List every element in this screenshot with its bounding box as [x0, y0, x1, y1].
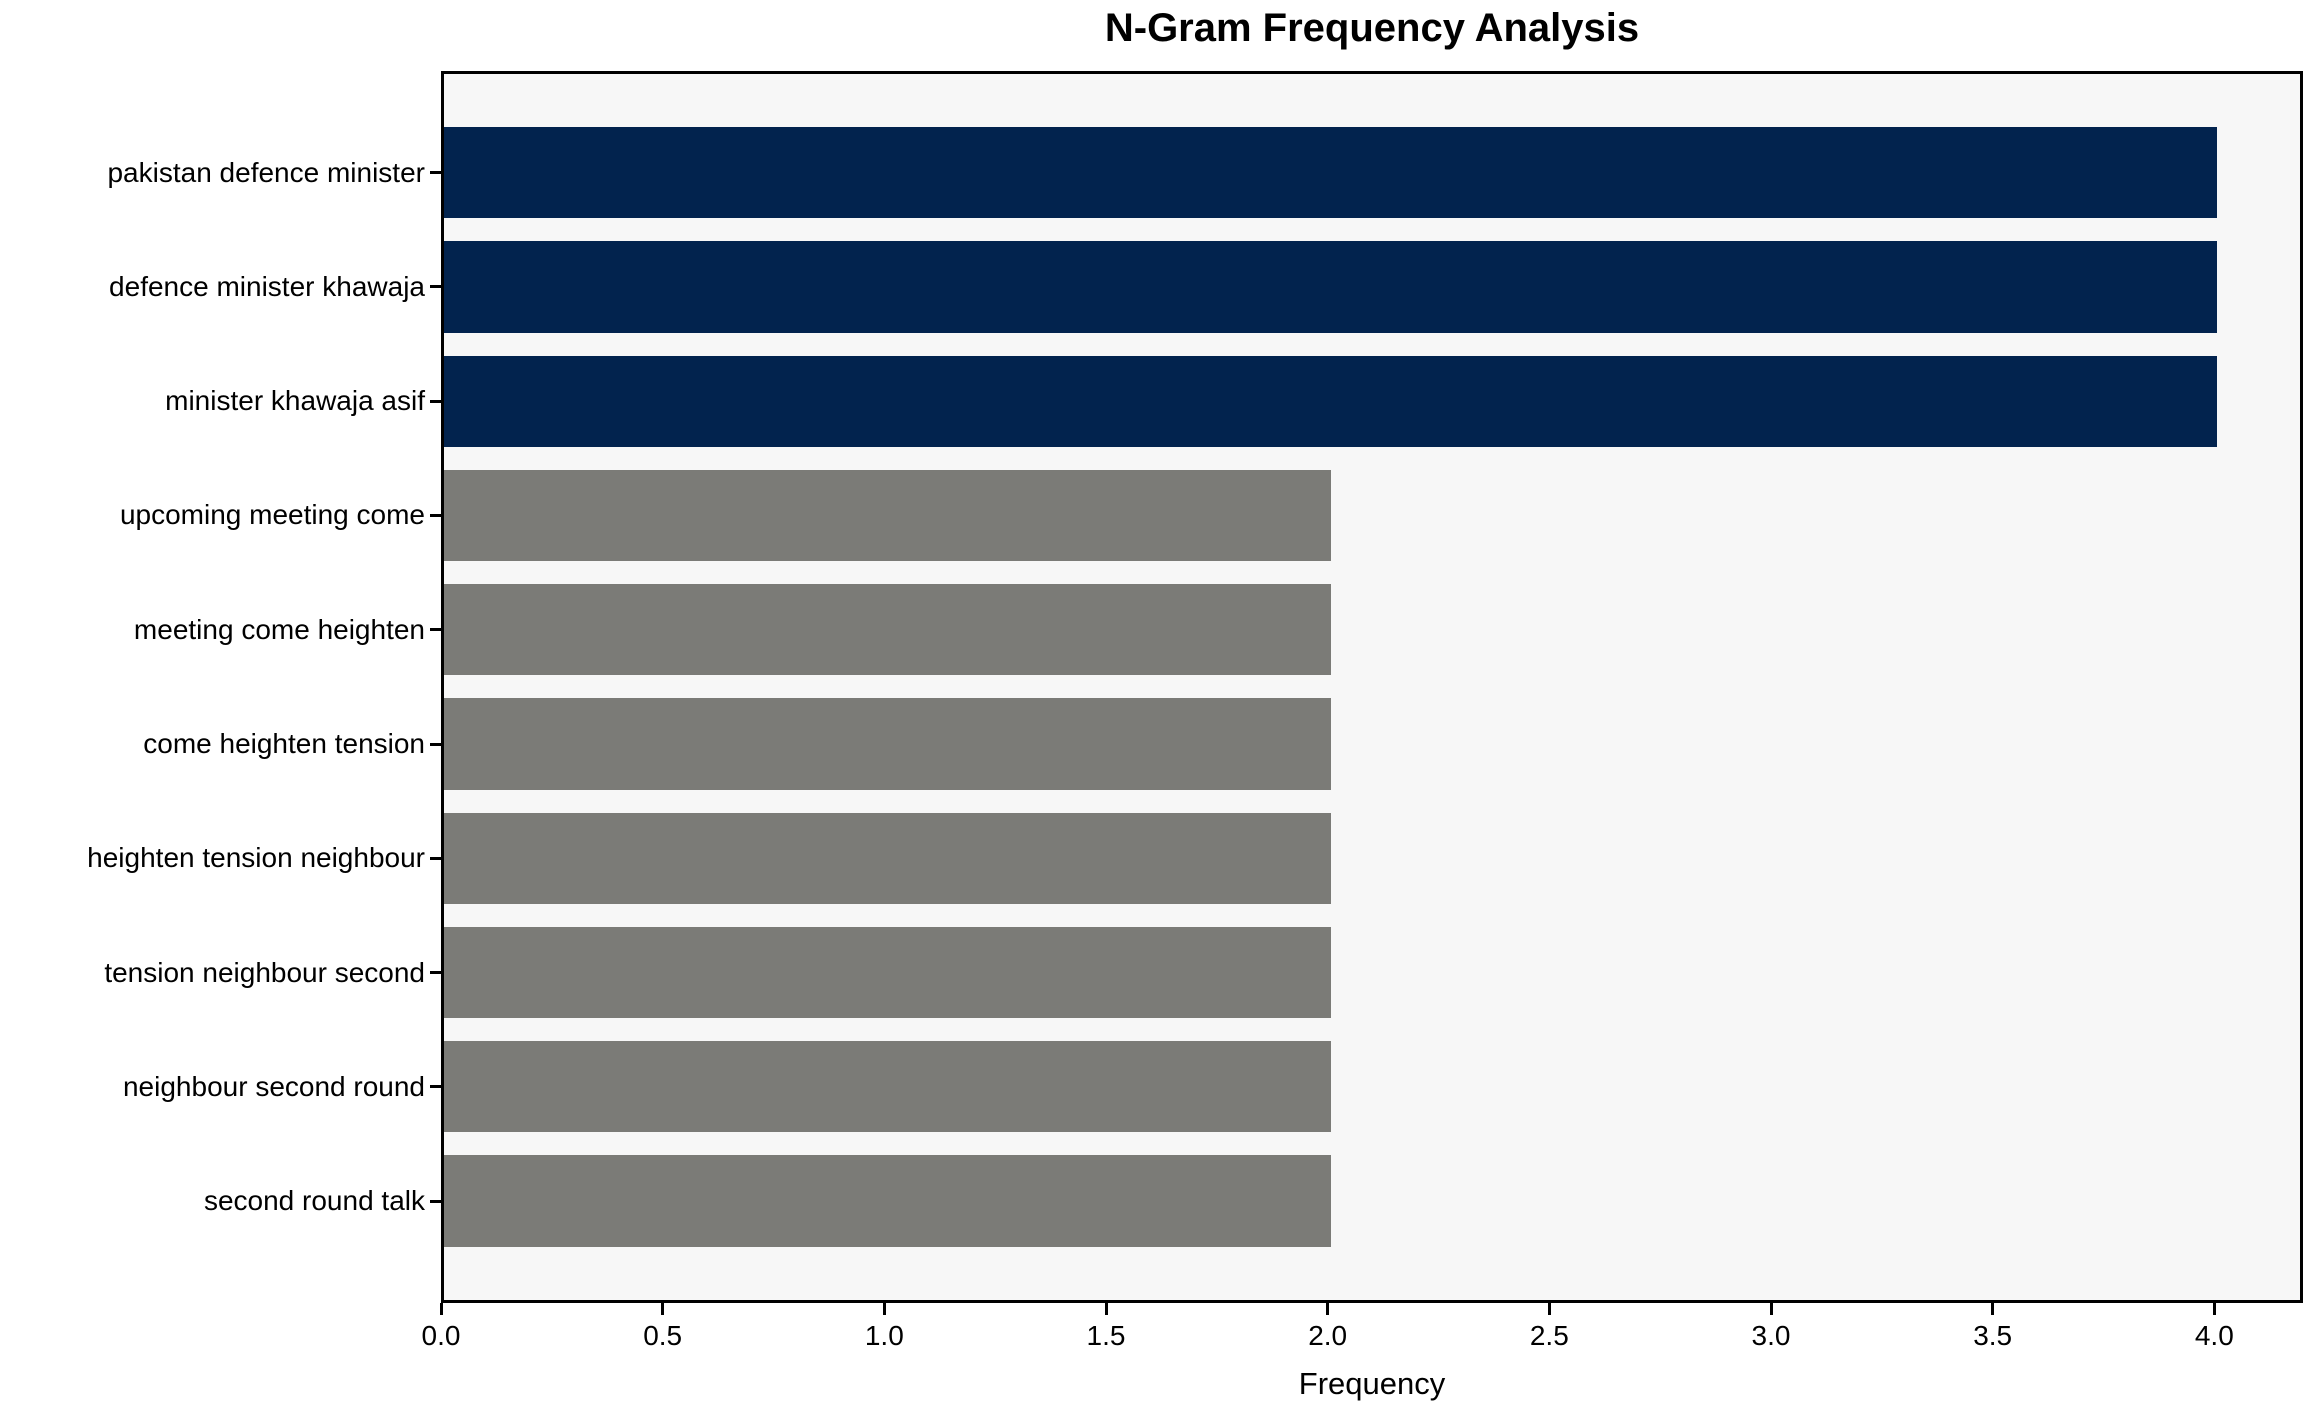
y-tick-label: meeting come heighten: [133, 613, 425, 645]
x-tick-mark: [1547, 1303, 1551, 1315]
x-axis-title: Frequency: [1298, 1366, 1446, 1401]
x-tick-mark: [2212, 1303, 2216, 1315]
y-tick-mark: [430, 971, 441, 975]
y-tick-mark: [430, 1199, 441, 1203]
bar: [444, 812, 1331, 904]
x-tick-label: 2.0: [1308, 1320, 1348, 1351]
bars-layer: [444, 74, 2300, 1300]
y-tick-mark: [430, 628, 441, 632]
bar: [444, 241, 2218, 333]
x-tick-label: 3.5: [1973, 1320, 2013, 1351]
y-tick-label: minister khawaja asif: [165, 385, 425, 417]
y-tick-label: pakistan defence minister: [107, 156, 425, 188]
bar: [444, 355, 2218, 447]
y-tick-label: upcoming meeting come: [119, 499, 425, 531]
bar: [444, 469, 1331, 562]
x-tick-mark: [1326, 1303, 1330, 1315]
y-tick-mark: [430, 856, 441, 860]
y-tick-mark: [430, 399, 441, 403]
x-tick-label: 2.5: [1529, 1320, 1569, 1351]
bar: [444, 1155, 1331, 1247]
x-tick-mark: [439, 1303, 443, 1315]
y-tick-mark: [430, 285, 441, 289]
y-tick-mark: [430, 513, 441, 517]
plot-area: [441, 71, 2303, 1303]
bar: [444, 584, 1331, 676]
y-tick-label: second round talk: [203, 1185, 425, 1217]
y-tick-label: tension neighbour second: [104, 956, 425, 988]
y-tick-mark: [430, 1085, 441, 1089]
x-tick-mark: [661, 1303, 665, 1315]
x-tick-label: 3.0: [1751, 1320, 1791, 1351]
y-tick-label: heighten tension neighbour: [87, 842, 425, 874]
bar: [444, 1041, 1331, 1133]
bar: [444, 926, 1331, 1019]
chart-title: N-Gram Frequency Analysis: [1104, 6, 1640, 50]
y-tick-mark: [430, 742, 441, 746]
x-tick-label: 0.5: [643, 1320, 683, 1351]
y-tick-label: neighbour second round: [122, 1070, 425, 1102]
x-tick-label: 4.0: [2194, 1320, 2234, 1351]
x-tick-mark: [1769, 1303, 1773, 1315]
y-tick-label: defence minister khawaja: [109, 270, 425, 302]
y-tick-label: come heighten tension: [143, 728, 425, 759]
x-tick-mark: [1991, 1303, 1995, 1315]
x-tick-label: 1.5: [1086, 1320, 1126, 1351]
x-tick-label: 1.0: [864, 1320, 904, 1351]
bar: [444, 698, 1331, 790]
x-tick-label: 0.0: [421, 1320, 461, 1351]
x-tick-mark: [882, 1303, 886, 1315]
x-tick-mark: [1104, 1303, 1108, 1315]
bar: [444, 127, 2218, 219]
y-tick-mark: [430, 171, 441, 175]
